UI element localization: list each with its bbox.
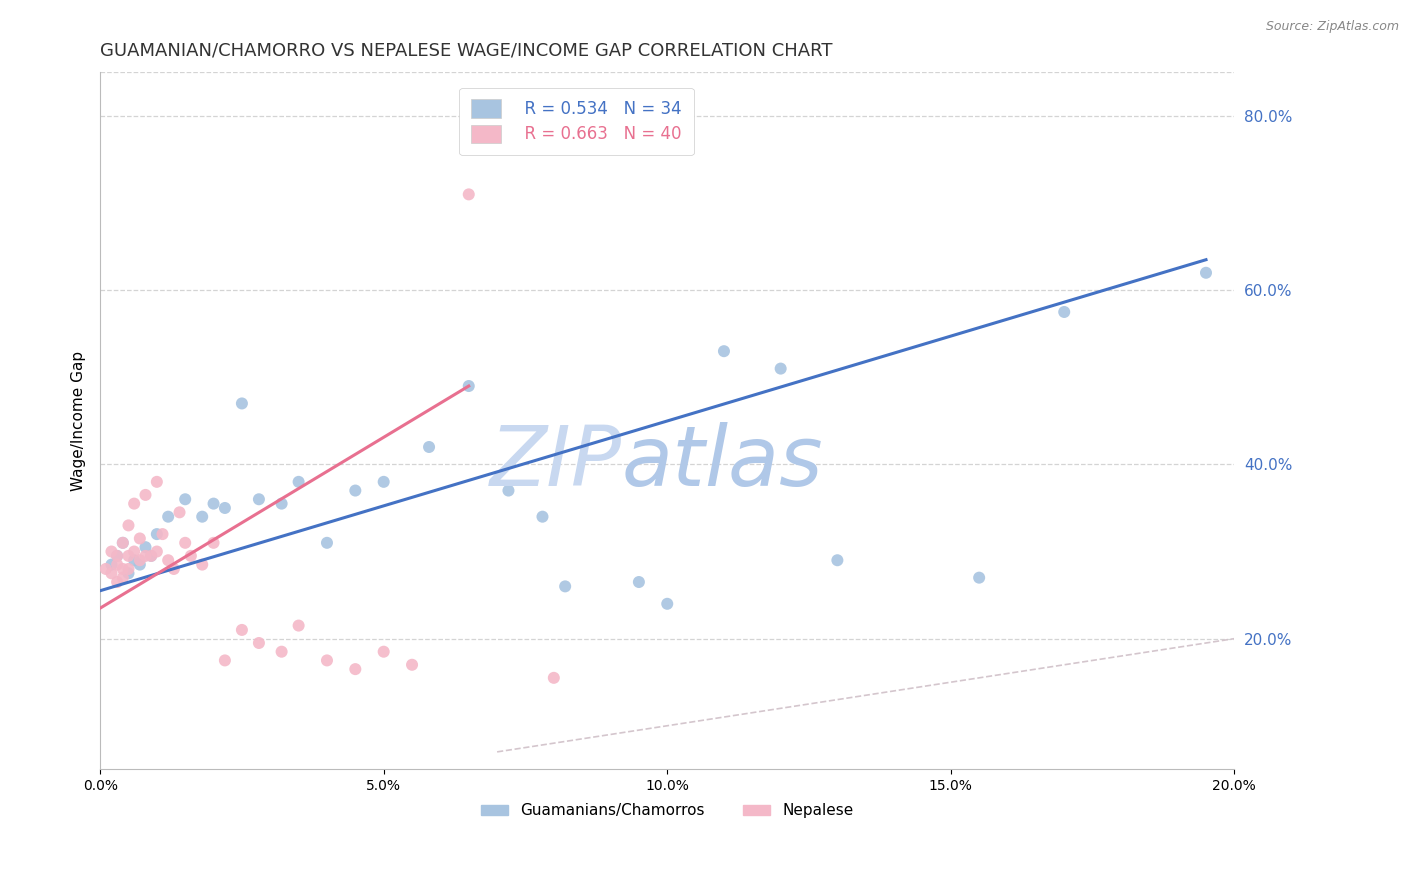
Point [214, 653, 236, 667]
Point [191, 509, 214, 524]
Point [122, 553, 145, 567]
Point [191, 558, 214, 572]
Point [202, 497, 225, 511]
Point [141, 549, 163, 563]
Point [163, 562, 186, 576]
Point [657, 597, 679, 611]
Point [128, 558, 150, 572]
Point [111, 536, 134, 550]
Point [111, 571, 134, 585]
Point [231, 396, 253, 410]
Legend: Guamanians/Chamorros, Nepalese: Guamanians/Chamorros, Nepalese [474, 797, 860, 824]
Text: GUAMANIAN/CHAMORRO VS NEPALESE WAGE/INCOME GAP CORRELATION CHART: GUAMANIAN/CHAMORRO VS NEPALESE WAGE/INCO… [100, 42, 832, 60]
Point [457, 187, 479, 202]
Point [247, 636, 270, 650]
Point [498, 483, 520, 498]
Point [146, 544, 169, 558]
Point [134, 488, 156, 502]
Point [174, 536, 197, 550]
Point [117, 518, 139, 533]
Point [214, 500, 236, 515]
Point [141, 549, 163, 563]
Point [373, 645, 395, 659]
Point [146, 475, 169, 489]
Point [270, 645, 292, 659]
Point [270, 497, 292, 511]
Point [100, 566, 122, 581]
Point [231, 623, 253, 637]
Point [202, 536, 225, 550]
Point [157, 553, 180, 567]
Text: Source: ZipAtlas.com: Source: ZipAtlas.com [1265, 20, 1399, 33]
Point [100, 558, 122, 572]
Point [373, 475, 395, 489]
Point [287, 618, 309, 632]
Y-axis label: Wage/Income Gap: Wage/Income Gap [72, 351, 86, 491]
Point [111, 536, 134, 550]
Point [117, 549, 139, 563]
Point [100, 544, 122, 558]
Point [128, 553, 150, 567]
Point [627, 574, 650, 589]
Point [105, 549, 128, 563]
Text: ZIP: ZIP [489, 422, 621, 503]
Point [827, 553, 849, 567]
Point [105, 549, 128, 563]
Point [152, 527, 174, 541]
Point [122, 544, 145, 558]
Point [401, 657, 423, 672]
Point [157, 509, 180, 524]
Point [105, 574, 128, 589]
Point [543, 671, 565, 685]
Point [316, 653, 339, 667]
Point [117, 566, 139, 581]
Point [287, 475, 309, 489]
Point [554, 579, 576, 593]
Point [105, 558, 128, 572]
Point [111, 562, 134, 576]
Point [1195, 266, 1218, 280]
Point [344, 662, 367, 676]
Text: atlas: atlas [621, 422, 824, 503]
Point [94, 562, 117, 576]
Point [122, 497, 145, 511]
Point [134, 540, 156, 554]
Point [418, 440, 440, 454]
Point [1053, 305, 1076, 319]
Point [247, 492, 270, 507]
Point [134, 549, 156, 563]
Point [180, 549, 202, 563]
Point [117, 562, 139, 576]
Point [713, 344, 735, 359]
Point [967, 571, 990, 585]
Point [316, 536, 339, 550]
Point [457, 379, 479, 393]
Point [769, 361, 792, 376]
Point [344, 483, 367, 498]
Point [128, 532, 150, 546]
Point [169, 505, 191, 519]
Point [146, 527, 169, 541]
Point [531, 509, 554, 524]
Point [174, 492, 197, 507]
